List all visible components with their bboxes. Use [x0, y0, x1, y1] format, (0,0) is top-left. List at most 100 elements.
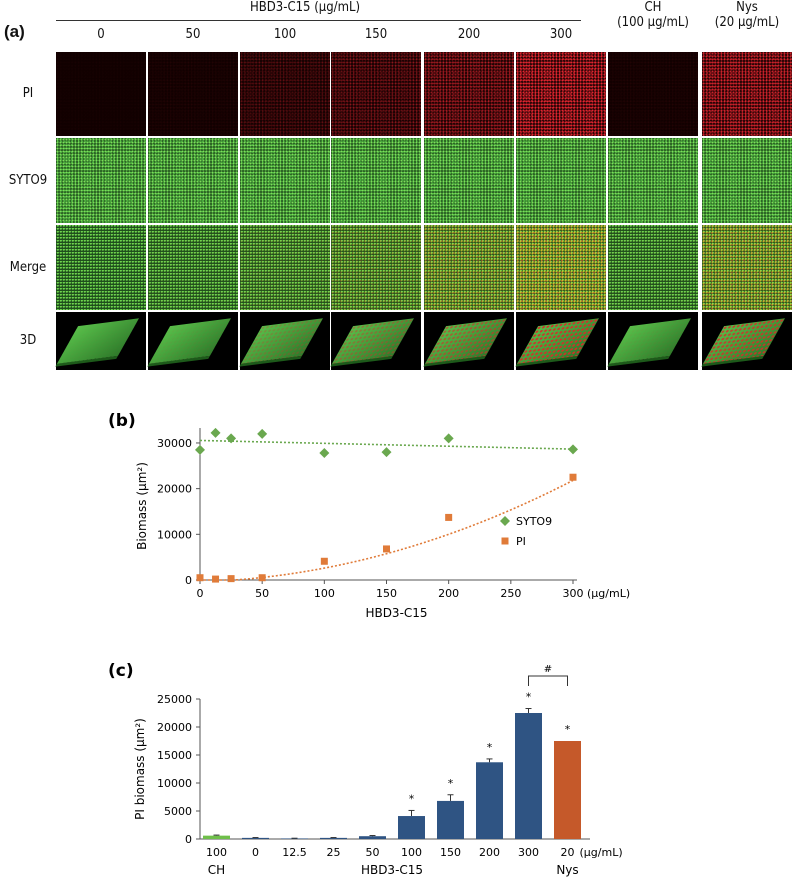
group-label: CH — [208, 863, 225, 877]
bar — [203, 835, 230, 839]
x-tick-label: 20 — [561, 846, 575, 859]
significance-mark: * — [487, 741, 493, 754]
data-point-syto9 — [195, 444, 205, 455]
syto9-image — [608, 138, 698, 223]
3d-image — [56, 312, 146, 370]
x-tick-label: 25 — [327, 846, 341, 859]
syto9-image — [516, 138, 606, 223]
bar — [320, 837, 347, 839]
x-tick-label: 300 — [563, 587, 584, 600]
3d-image — [240, 312, 330, 370]
column-header-200: 200 — [457, 27, 481, 42]
bar — [281, 838, 308, 839]
row-label-pi: PI — [22, 86, 34, 101]
y-tick-label: 10000 — [157, 528, 192, 541]
3d-render — [609, 318, 691, 364]
panel-c-label: (c) — [108, 661, 134, 681]
data-point-pi — [227, 575, 235, 583]
y-tick-label: 0 — [185, 574, 192, 587]
3d-render — [703, 318, 785, 364]
group-header: HBD3-C15 (μg/mL) — [249, 0, 361, 15]
significance-mark: * — [565, 723, 571, 736]
bar — [359, 836, 386, 839]
y-tick-label: 5000 — [164, 805, 192, 818]
3d-render — [149, 318, 231, 364]
pi-image — [331, 52, 421, 136]
significance-mark: * — [526, 691, 532, 704]
3d-image — [608, 312, 698, 370]
column-header-line1: CH — [644, 0, 662, 15]
y-tick-label: 20000 — [157, 721, 192, 734]
x-unit-label: (μg/mL) — [580, 846, 623, 859]
panel-a-label: (a) — [4, 22, 25, 41]
column-header-line2: (100 μg/mL) — [617, 15, 689, 30]
y-tick-label: 10000 — [157, 777, 192, 790]
3d-render — [332, 318, 414, 364]
group-header-line — [56, 20, 581, 21]
x-tick-label: 300 — [518, 846, 539, 859]
x-tick-label: 50 — [255, 587, 269, 600]
pi-image — [702, 52, 792, 136]
bar — [515, 713, 542, 839]
bracket-label: # — [544, 664, 552, 675]
data-point-pi — [320, 557, 328, 565]
data-point-syto9 — [257, 428, 268, 439]
significance-mark: * — [448, 777, 454, 790]
data-point-syto9 — [210, 427, 221, 438]
row-label-merge: Merge — [9, 259, 47, 275]
bar — [476, 762, 503, 839]
data-point-pi — [445, 513, 453, 521]
3d-image — [424, 312, 514, 370]
x-tick-label: 150 — [440, 846, 461, 859]
x-tick-label: 100 — [401, 846, 422, 859]
data-point-syto9 — [381, 447, 392, 458]
merge-image — [56, 225, 146, 310]
column-header-100: 100 — [273, 27, 297, 42]
row-label-3d: 3D — [19, 333, 37, 348]
x-axis-label: HBD3-C15 — [365, 606, 427, 620]
merge-image — [516, 225, 606, 310]
3d-render — [517, 318, 599, 364]
merge-image — [608, 225, 698, 310]
column-header-50: 50 — [185, 27, 201, 42]
merge-image — [702, 225, 792, 310]
x-tick-label: 0 — [252, 846, 259, 859]
syto9-image — [148, 138, 238, 223]
column-header-300: 300 — [549, 27, 573, 42]
3d-image — [702, 312, 792, 370]
pi-image — [148, 52, 238, 136]
scatter-chart-b: (b) 0 10000 20000 30000 0 50 100 150 200 250 300 (μ… — [108, 411, 630, 620]
trendline-pi — [200, 479, 574, 581]
data-point-pi — [212, 575, 220, 583]
3d-render — [57, 318, 139, 364]
y-tick-label: 0 — [185, 833, 192, 846]
merge-image — [240, 225, 330, 310]
bar — [554, 741, 581, 839]
group-label: Nys — [556, 863, 578, 877]
syto9-image — [240, 138, 330, 223]
y-tick-label: 25000 — [157, 693, 192, 706]
y-tick-label: 30000 — [157, 437, 192, 450]
data-point-syto9 — [443, 433, 454, 444]
y-tick-label: 15000 — [157, 749, 192, 762]
x-tick-label: 100 — [314, 587, 335, 600]
merge-image — [331, 225, 421, 310]
legend-label-syto9: SYTO9 — [516, 515, 552, 528]
bar-chart-c: (c) 0 5000 10000 15000 20000 25000 PI biomass … — [108, 661, 623, 877]
column-header-line2: (20 μg/mL) — [714, 15, 780, 30]
pi-image — [56, 52, 146, 136]
column-header-extra-nys: Nys (20 μg/mL) — [702, 0, 792, 30]
x-tick-label: 50 — [366, 846, 380, 859]
data-point-syto9 — [568, 444, 578, 455]
x-tick-label: 200 — [438, 587, 459, 600]
3d-image — [148, 312, 238, 370]
legend-marker-syto9 — [500, 516, 510, 526]
merge-image — [424, 225, 514, 310]
significance-mark: * — [409, 792, 415, 805]
pi-image — [516, 52, 606, 136]
x-unit-label: (μg/mL) — [587, 587, 630, 600]
syto9-image — [331, 138, 421, 223]
y-tick-label: 20000 — [157, 483, 192, 496]
x-tick-label: 250 — [500, 587, 521, 600]
y-axis-label: PI biomass (μm²) — [133, 718, 147, 820]
